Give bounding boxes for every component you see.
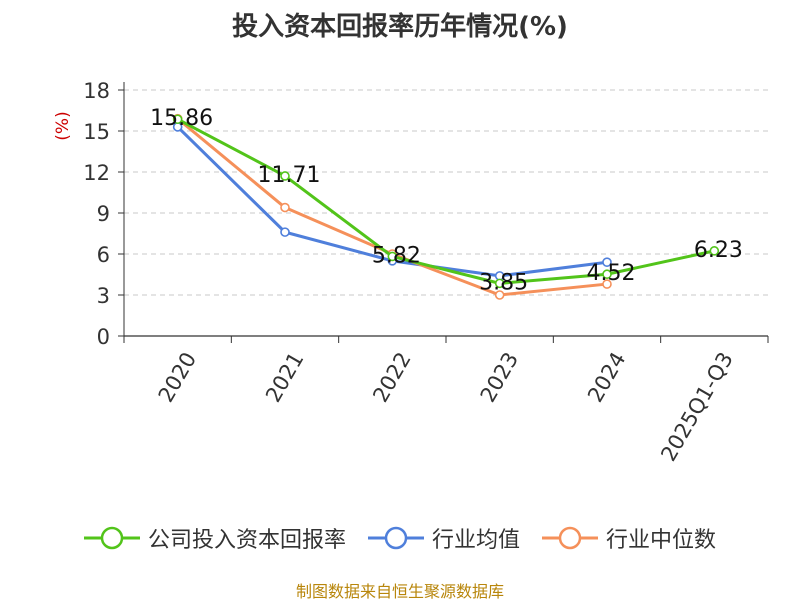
chart-title: 投入资本回报率历年情况(%) — [232, 12, 568, 42]
y-tick-label: 15 — [83, 120, 110, 144]
y-tick-label: 18 — [83, 79, 110, 103]
data-label: 11.71 — [258, 163, 321, 188]
legend-item[interactable]: 行业均值 — [367, 522, 520, 554]
data-label: 3.85 — [479, 270, 528, 295]
data-point — [280, 202, 290, 213]
x-tick-label: 2025Q1-Q3 — [656, 348, 738, 465]
legend-item[interactable]: 行业中位数 — [542, 522, 716, 554]
legend-swatch-icon — [542, 526, 598, 550]
series-line-0 — [176, 117, 715, 285]
legend-label: 公司投入资本回报率 — [147, 528, 346, 553]
data-point — [387, 251, 398, 262]
source-note: 制图数据来自恒生聚源数据库 — [295, 582, 504, 601]
x-tick-label: 2021 — [261, 348, 309, 406]
y-tick-label: 9 — [97, 202, 110, 226]
legend-label: 行业中位数 — [606, 528, 717, 553]
y-axis-label: (%) — [53, 111, 73, 140]
data-label: 5.82 — [372, 243, 421, 268]
data-point — [280, 171, 290, 181]
data-point — [494, 278, 505, 289]
y-tick-label: 12 — [83, 161, 110, 185]
x-tick-label: 2020 — [154, 348, 202, 406]
data-point — [602, 257, 612, 268]
line-chart: 0 3 6 9 12 15 18 (%) 2020 2021 2022 2023 2024 2025Q1-… — [53, 79, 769, 465]
x-tick-label: 2023 — [476, 348, 524, 406]
data-point — [709, 246, 720, 256]
data-point — [602, 279, 612, 289]
data-label: 15.86 — [150, 106, 213, 131]
chart-legend: 公司投入资本回报率 行业均值 行业中位数 — [0, 520, 800, 556]
legend-item[interactable]: 公司投入资本回报率 — [83, 522, 346, 554]
legend-swatch-icon — [367, 526, 424, 550]
y-tick-label: 0 — [97, 325, 110, 349]
data-point — [494, 290, 505, 300]
data-label: 6.23 — [694, 238, 743, 263]
y-tick-label: 3 — [97, 284, 110, 308]
series-line-2 — [176, 117, 608, 297]
legend-label: 行业均值 — [431, 528, 520, 553]
data-point — [280, 227, 290, 237]
data-point — [602, 269, 612, 280]
data-label: 4.52 — [587, 261, 636, 286]
legend-swatch-icon — [83, 526, 140, 550]
y-tick-label: 6 — [97, 243, 110, 267]
x-tick-label: 2024 — [583, 348, 631, 406]
data-point — [172, 114, 183, 125]
x-tick-label: 2022 — [368, 348, 416, 406]
